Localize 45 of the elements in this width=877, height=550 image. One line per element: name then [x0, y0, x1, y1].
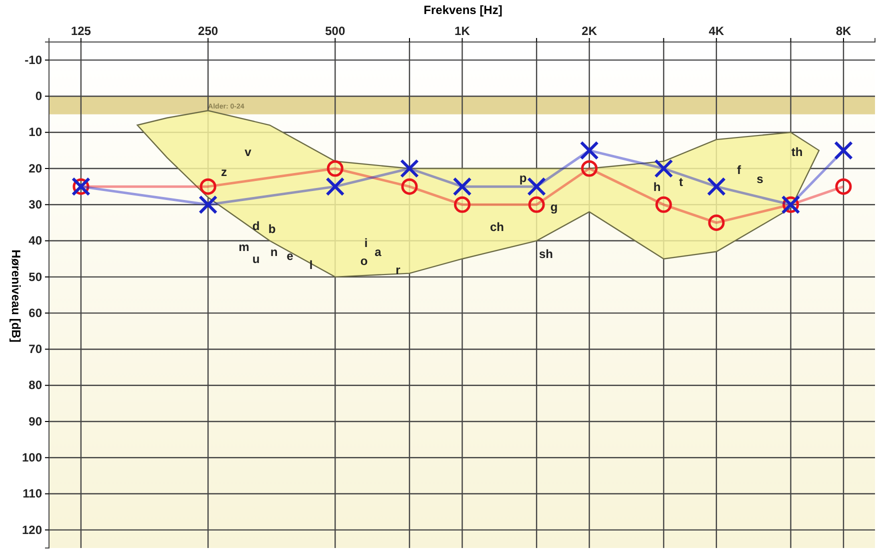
y-tick-label: 0	[35, 89, 42, 104]
annotation: s	[756, 172, 764, 186]
y-tick-label: 20	[28, 161, 42, 176]
x-tick-label: 2K	[582, 24, 598, 38]
x-tick-label: 1K	[454, 24, 470, 38]
y-tick-label: 50	[28, 270, 42, 284]
annotation: d	[252, 219, 260, 234]
annotation: z	[221, 165, 227, 180]
y-tick-label: 100	[22, 450, 42, 464]
annotation: g	[550, 200, 558, 214]
annotation: o	[360, 254, 368, 268]
y-tick-label: 30	[28, 197, 42, 212]
y-tick-label: -10	[24, 52, 42, 67]
x-tick-label: 250	[198, 24, 218, 38]
y-axis-title: Høreniveau [dB]	[9, 250, 23, 342]
annotation: l	[309, 258, 313, 272]
y-tick-label: 110	[22, 486, 42, 501]
annotation: t	[679, 175, 683, 190]
y-tick-label: 120	[22, 522, 42, 537]
annotation: a	[374, 245, 382, 260]
annotation: th	[791, 145, 803, 160]
x-tick-label: 500	[325, 24, 346, 38]
annotation: i	[364, 236, 368, 250]
annotation: h	[653, 180, 661, 194]
x-axis-title: Frekvens [Hz]	[424, 3, 502, 17]
y-tick-label: 40	[28, 234, 42, 248]
y-tick-label: 80	[28, 378, 42, 392]
y-tick-label: 60	[28, 306, 42, 320]
annotation: u	[252, 252, 260, 266]
annotation: sh	[538, 247, 554, 262]
annotation: n	[270, 245, 278, 260]
y-tick-label: 10	[28, 125, 42, 140]
annotation: p	[519, 171, 527, 186]
x-tick-label: 4K	[708, 24, 724, 38]
x-tick-label: 8K	[836, 24, 852, 38]
annotation: m	[238, 240, 250, 254]
x-tick-label: 125	[70, 24, 92, 38]
annotation: b	[268, 222, 276, 236]
annotation: f	[737, 163, 742, 178]
y-tick-label: 90	[28, 414, 42, 428]
y-tick-label: 70	[28, 342, 42, 356]
annotation: v	[244, 145, 252, 160]
annotation: ch	[490, 220, 504, 234]
annotation: e	[286, 249, 294, 264]
annotation: r	[396, 263, 401, 278]
